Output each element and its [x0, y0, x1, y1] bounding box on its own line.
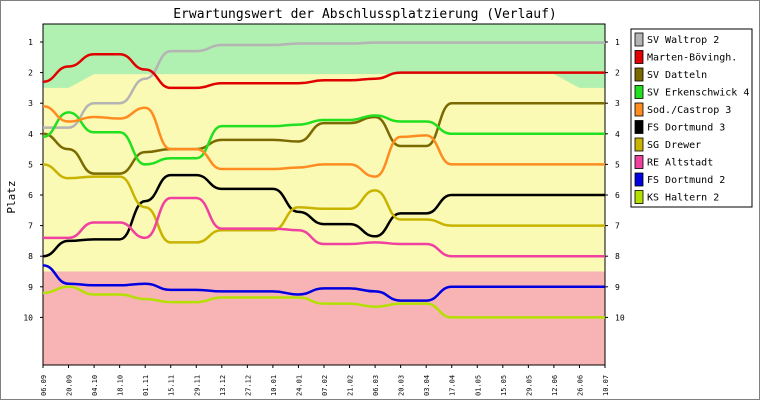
legend-box	[630, 28, 753, 208]
legend-label-3: SV Datteln	[647, 70, 707, 81]
legend-label-5: Sod./Castrop 3	[647, 105, 731, 116]
y-tick-label-left: 8	[28, 252, 33, 261]
legend-label-4: SV Erkenschwick 4	[647, 88, 749, 99]
x-tick-label: 06.09	[40, 375, 48, 396]
x-tick-label: 13.12	[219, 375, 227, 396]
y-tick-label-right: 7	[615, 222, 620, 231]
series-line-6	[42, 173, 605, 258]
x-tick-label: 20.09	[66, 375, 74, 396]
chart-title: Erwartungswert der Abschlussplatzierung …	[173, 7, 557, 22]
x-tick-label: 18.10	[117, 375, 125, 396]
x-tick-label: 01.05	[474, 375, 482, 396]
y-tick-label-right: 3	[615, 99, 620, 108]
x-tick-label: 15.11	[168, 375, 176, 396]
y-tick-label-left: 1	[28, 38, 33, 47]
legend-swatch-4	[634, 85, 644, 99]
x-tick-label: 10.01	[270, 375, 278, 396]
x-tick-label: 17.04	[449, 375, 457, 396]
legend-swatch-3	[634, 67, 644, 82]
series-line-8	[43, 196, 605, 258]
legend-label-7: SG Drewer	[647, 140, 701, 151]
y-tick-label-right: 4	[615, 130, 620, 139]
y-tick-label-left: 3	[28, 99, 33, 108]
legend-swatch-2	[634, 50, 644, 64]
y-tick-label-right: 1	[615, 38, 620, 47]
x-tick-label: 29.11	[193, 375, 201, 396]
x-axis: 06.09 20.09 04.10 18.10 01.11 15.11 29.11 13.12…	[40, 365, 610, 396]
series-line-7	[42, 163, 605, 244]
legend-swatch-5	[634, 102, 644, 117]
y-tick-label-left: 2	[28, 69, 33, 78]
x-tick-label: 10.07	[602, 375, 610, 396]
x-tick-label: 03.04	[423, 375, 431, 396]
y-tick-label-left: 10	[23, 313, 33, 322]
series-line-1	[43, 41, 605, 129]
y-tick-label-left: 7	[28, 222, 33, 231]
y-tick-label-right: 8	[615, 252, 620, 261]
y-tick-label-left: 4	[28, 130, 33, 139]
y-tick-label-right: 9	[615, 283, 620, 292]
x-tick-label: 01.11	[142, 375, 150, 396]
y-axis-left: 1 2 3 4 5 6 7 8 9 10	[23, 38, 43, 322]
x-tick-label: 06.03	[372, 375, 380, 396]
series-line-4	[42, 111, 605, 166]
x-tick-label: 24.01	[295, 375, 303, 396]
series-line-9	[42, 264, 605, 302]
y-axis-right: 1 2 3 4 5 6 7 8 9 10	[605, 38, 625, 322]
x-tick-label: 27.12	[244, 375, 252, 396]
y-tick-label-left: 5	[28, 160, 33, 169]
x-tick-label: 15.05	[500, 375, 508, 396]
legend-swatch-6	[634, 120, 644, 134]
y-tick-label-right: 6	[615, 191, 620, 200]
legend-label-10: KS Haltern 2	[647, 193, 719, 204]
y-tick-label-left: 9	[28, 283, 33, 292]
legend-label-2: Marten-Bövingh.	[647, 53, 737, 64]
plot-area	[42, 23, 606, 366]
x-tick-label: 07.02	[321, 375, 329, 396]
x-tick-label: 29.05	[525, 375, 533, 396]
x-tick-label: 26.06	[576, 375, 584, 396]
y-axis-label: Platz	[5, 180, 18, 213]
legend-swatch-9	[634, 172, 644, 187]
legend: SV Waltrop 2 Marten-Bövingh. SV Datteln SV …	[630, 28, 753, 208]
y-tick-label-right: 5	[615, 160, 620, 169]
legend-swatch-8	[634, 155, 644, 169]
x-tick-label: 12.06	[551, 375, 559, 396]
x-tick-label: 04.10	[91, 375, 99, 396]
legend-label-8: RE Altstadt	[647, 158, 713, 169]
series-line-10	[42, 285, 605, 319]
legend-label-6: FS Dortmund 3	[647, 123, 725, 134]
y-tick-label-left: 6	[28, 191, 33, 200]
legend-label-1: SV Waltrop 2	[647, 35, 719, 46]
x-tick-label: 21.02	[347, 375, 355, 396]
x-tick-label: 20.03	[398, 375, 406, 396]
legend-swatch-10	[634, 190, 644, 204]
y-tick-label-right: 10	[615, 313, 625, 322]
series-line-5	[42, 105, 606, 178]
legend-swatch-7	[634, 137, 644, 152]
legend-swatch-1	[634, 32, 644, 47]
legend-label-9: FS Dortmund 2	[647, 175, 725, 186]
series-line-2	[42, 52, 605, 90]
y-tick-label-right: 2	[615, 69, 620, 78]
